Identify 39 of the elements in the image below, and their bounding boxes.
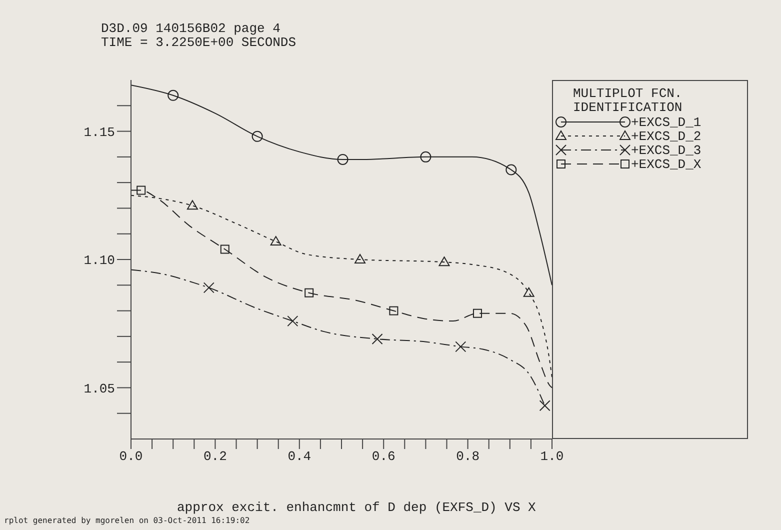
chart-title: D3D.09 140156B02 page 4 xyxy=(101,21,282,36)
x-tick-label: 0.8 xyxy=(456,449,480,464)
point xyxy=(304,288,314,298)
point xyxy=(455,341,466,352)
point xyxy=(168,90,179,101)
line-series xyxy=(131,84,552,286)
point xyxy=(203,282,214,294)
point xyxy=(523,287,534,297)
point xyxy=(136,186,146,195)
point xyxy=(438,256,450,266)
chart-subtitle: TIME = 3.2250E+00 SECONDS xyxy=(101,35,296,50)
point xyxy=(270,236,282,246)
x-tick-label: 0.4 xyxy=(288,449,312,464)
x-tick-label: 0.6 xyxy=(372,449,396,464)
y-tick-label: 1.05 xyxy=(84,381,115,396)
x-tick-label: 0.2 xyxy=(203,449,227,464)
x-axis-title: approx excit. enhancmnt of D dep (EXFS_D) VS X xyxy=(177,500,536,515)
legend-label: +EXCS_D_1 xyxy=(631,114,702,130)
point xyxy=(539,400,550,412)
point xyxy=(252,130,263,142)
legend-label: +EXCS_D_2 xyxy=(631,128,702,144)
y-tick-label: 1.15 xyxy=(84,124,115,140)
x-tick-label: 0.0 xyxy=(119,449,143,464)
point xyxy=(337,154,348,165)
legend-title: MULTIPLOT FCN. IDENTIFICATION xyxy=(572,86,684,115)
point xyxy=(186,200,198,210)
point xyxy=(389,306,398,316)
y-tick-label: 1.10 xyxy=(84,253,115,268)
point xyxy=(354,254,366,264)
point xyxy=(420,151,432,162)
point xyxy=(506,164,517,176)
point xyxy=(287,316,298,327)
legend-label: +EXCS_D_3 xyxy=(631,142,702,158)
text: rplot generated by mgorelen on 03-Oct-2011 16:19:02 xyxy=(4,516,250,525)
x-tick-label: 1.0 xyxy=(540,449,564,464)
point xyxy=(220,244,230,254)
legend-label: +EXCS_D_X xyxy=(631,156,702,172)
point xyxy=(472,308,482,318)
point xyxy=(372,333,383,344)
